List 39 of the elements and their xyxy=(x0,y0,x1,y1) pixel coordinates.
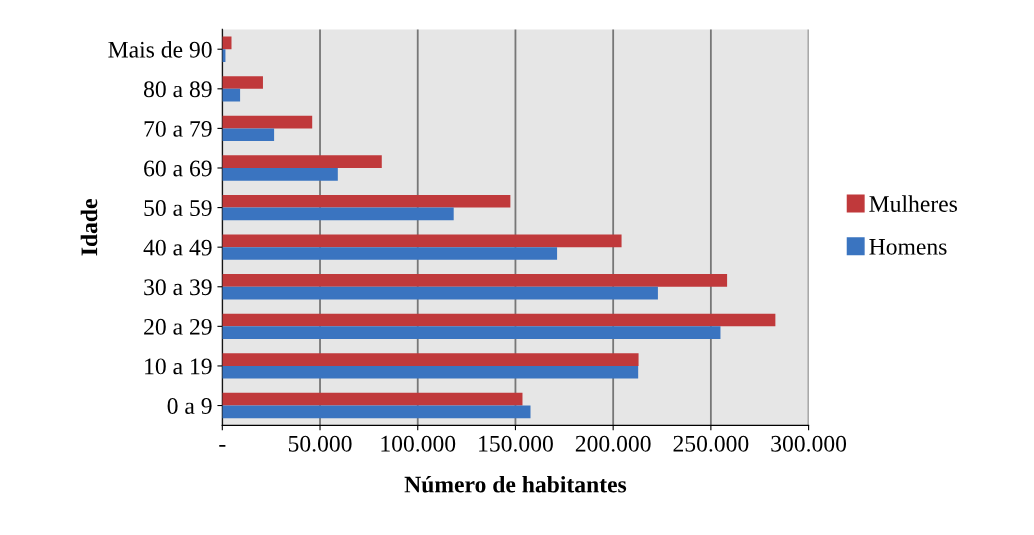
x-tick-label: 300.000 xyxy=(771,435,847,452)
x-tick-label: 200.000 xyxy=(575,435,651,452)
y-tick-label: 80 a 89 xyxy=(143,81,212,98)
x-tick-label: 100.000 xyxy=(381,435,456,452)
bar xyxy=(222,128,275,142)
bar xyxy=(222,115,313,129)
bar xyxy=(222,167,338,181)
y-axis-title: Idade xyxy=(80,199,98,256)
x-tick-label: - xyxy=(219,444,226,447)
x-tick-label: 150.000 xyxy=(479,435,553,452)
bar xyxy=(222,274,728,287)
y-tick-label: 50 a 59 xyxy=(144,200,212,216)
bar xyxy=(222,326,721,340)
bar xyxy=(222,286,658,300)
y-tick-label: 30 a 39 xyxy=(144,279,212,296)
bar xyxy=(222,313,776,327)
bar xyxy=(222,207,454,221)
bar xyxy=(222,247,558,260)
y-tick-label: 40 a 49 xyxy=(143,239,212,256)
y-tick-label: Mais de 90 xyxy=(108,41,212,58)
bar xyxy=(222,234,622,248)
legend-label: Homens xyxy=(869,239,947,255)
y-tick-label: 10 a 19 xyxy=(145,358,212,375)
legend-label: Mulheres xyxy=(869,195,957,212)
bar xyxy=(222,76,263,89)
y-tick-label: 60 a 69 xyxy=(144,160,212,177)
x-tick-label: 250.000 xyxy=(673,435,749,452)
bar xyxy=(222,405,531,419)
bar xyxy=(222,194,511,208)
y-tick-label: 20 a 29 xyxy=(144,318,212,335)
x-tick-label: 50.000 xyxy=(288,435,352,452)
y-tick-label: 0 a 9 xyxy=(167,398,212,414)
bar xyxy=(222,392,523,406)
x-axis-title: Número de habitantes xyxy=(404,475,627,493)
bar xyxy=(222,88,241,102)
bar xyxy=(222,155,382,168)
y-tick-label: 70 a 79 xyxy=(144,120,212,137)
bar xyxy=(222,365,639,379)
bar xyxy=(222,353,639,366)
